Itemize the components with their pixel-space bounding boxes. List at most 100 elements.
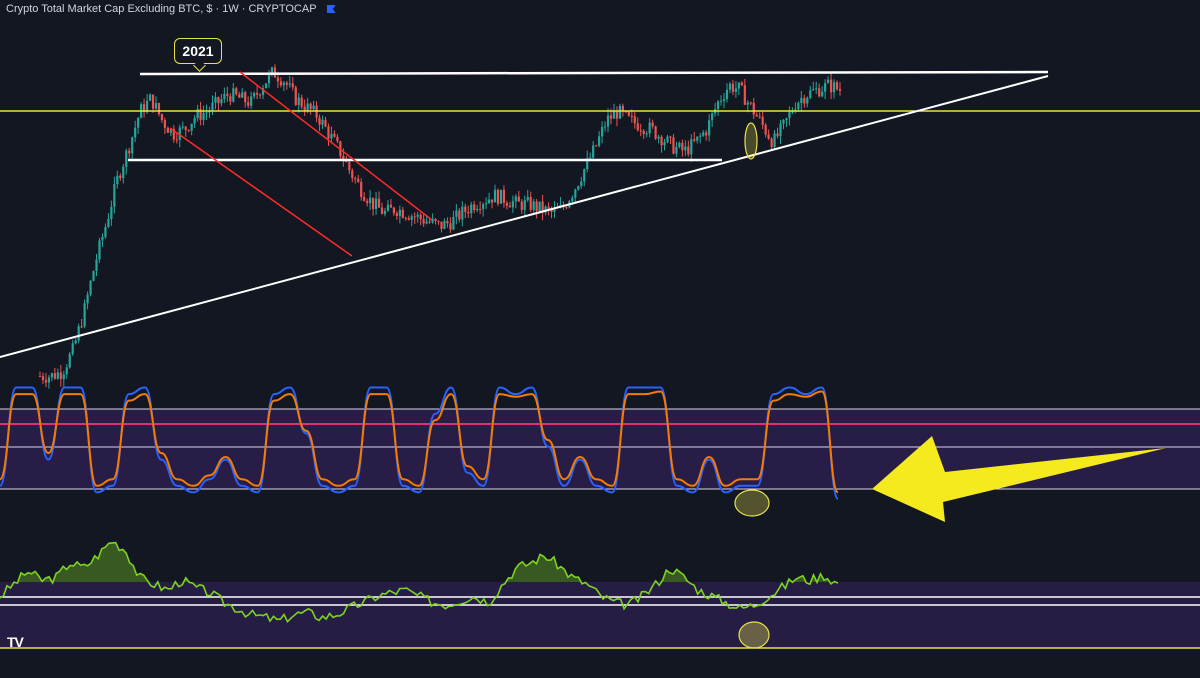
candle-body <box>223 93 226 100</box>
candle-body <box>496 189 500 204</box>
candle-body <box>669 136 672 138</box>
candle-body <box>654 126 657 139</box>
candle-body <box>125 150 128 167</box>
candle-body <box>336 136 339 142</box>
stoch-k-line <box>0 386 839 500</box>
candle-body <box>253 92 256 97</box>
candle-body <box>175 139 178 141</box>
candle-body <box>526 196 529 201</box>
candle-body <box>672 137 675 154</box>
candle-body <box>148 94 152 101</box>
candle-body <box>725 89 729 100</box>
candle-body <box>606 115 610 127</box>
candle-body <box>232 88 235 102</box>
flag-icon[interactable] <box>326 5 336 13</box>
candle-body <box>410 216 413 220</box>
candle-body <box>178 127 181 140</box>
candle-body <box>119 175 122 179</box>
candle-body <box>529 196 532 210</box>
candle-body <box>220 99 223 104</box>
candle-body <box>764 124 767 135</box>
candle-body <box>128 150 131 154</box>
candle-body <box>366 200 369 204</box>
candle-body <box>467 211 470 214</box>
candle-body <box>449 223 452 230</box>
candle-body <box>166 127 169 133</box>
candle-body <box>511 201 514 208</box>
candle-body <box>565 207 568 209</box>
candle-body <box>217 97 220 104</box>
candle-body <box>832 82 836 93</box>
candle-body <box>520 201 523 210</box>
candle-body <box>321 119 324 125</box>
candle-body <box>312 105 315 110</box>
candle-body <box>276 77 280 82</box>
candle-body <box>476 208 479 211</box>
candle-body <box>404 217 407 219</box>
candle-body <box>791 111 794 113</box>
candle-body <box>250 96 253 106</box>
candle-body <box>776 133 779 137</box>
candle-body <box>56 372 59 379</box>
candle-body <box>327 126 330 139</box>
candle-body <box>137 118 140 128</box>
candle-body <box>687 146 690 155</box>
candle-body <box>767 134 770 139</box>
candle-body <box>803 98 806 104</box>
candle-body <box>279 81 282 86</box>
chart-title: Crypto Total Market Cap Excluding BTC, $… <box>6 3 336 15</box>
candle-body <box>291 83 294 88</box>
candle-body <box>589 157 592 159</box>
candle-body <box>598 136 601 146</box>
resistance-line-2021-high <box>139 70 1049 76</box>
candle-body <box>821 91 824 97</box>
candle-body <box>65 367 68 375</box>
candle-body <box>395 213 398 216</box>
candle-body <box>699 135 702 137</box>
candle-body <box>609 115 613 119</box>
candle-body <box>154 102 158 109</box>
candle-body <box>145 100 149 113</box>
candle-body <box>422 219 425 224</box>
candle-body <box>202 112 205 120</box>
candle-body <box>479 208 482 210</box>
candle-body <box>71 343 74 355</box>
candle-body <box>452 216 455 230</box>
candle-body <box>267 73 271 84</box>
candle-body <box>592 145 595 158</box>
candle-body <box>473 204 476 211</box>
candle-body <box>425 221 428 224</box>
candle-body <box>342 155 345 161</box>
yellow-arrow <box>872 436 1166 522</box>
candle-body <box>502 189 506 203</box>
candle-body <box>702 132 705 136</box>
candle-body <box>256 92 259 95</box>
candle-body <box>44 379 48 383</box>
candle-body <box>199 108 202 120</box>
candle-body <box>487 199 491 204</box>
candle-body <box>815 88 818 90</box>
candle-body <box>523 200 526 210</box>
candle-body <box>779 123 782 137</box>
candle-body <box>571 197 574 202</box>
candle-body <box>627 111 630 116</box>
candle-body <box>755 114 758 117</box>
candle-body <box>603 126 607 128</box>
candle-body <box>238 94 241 98</box>
candle-body <box>324 119 327 127</box>
candle-body <box>303 106 306 111</box>
rsi-band <box>0 582 1200 648</box>
candle-body <box>407 218 410 220</box>
candle-body <box>785 118 788 120</box>
candle-body <box>62 374 65 380</box>
candle-body <box>639 130 642 132</box>
candle-body <box>574 189 577 198</box>
candle-body <box>443 220 446 229</box>
candle-body <box>737 82 740 89</box>
candle-body <box>440 221 443 229</box>
candle-body <box>827 79 830 84</box>
candle-body <box>580 181 583 187</box>
stoch-rsi-pane <box>0 386 1200 522</box>
rising-trendline <box>0 75 1049 358</box>
